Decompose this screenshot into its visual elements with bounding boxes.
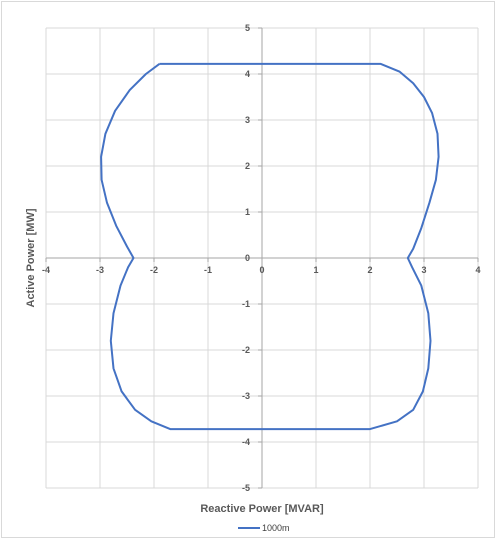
x-tick-label: 4 <box>475 265 480 275</box>
x-tick-label: 2 <box>367 265 372 275</box>
series-line-1000m <box>101 64 439 429</box>
axes <box>46 28 478 488</box>
x-tick-label: -2 <box>150 265 158 275</box>
y-tick-label: -3 <box>242 391 250 401</box>
y-tick-label: 4 <box>245 69 250 79</box>
x-tick-label: -1 <box>204 265 212 275</box>
x-tick-label: -3 <box>96 265 104 275</box>
legend-label-1000m: 1000m <box>262 523 290 533</box>
y-tick-label: 1 <box>245 207 250 217</box>
y-tick-label: 2 <box>245 161 250 171</box>
y-tick-label: -1 <box>242 299 250 309</box>
y-tick-label: -2 <box>242 345 250 355</box>
y-tick-label: -4 <box>242 437 250 447</box>
x-tick-label: 1 <box>313 265 318 275</box>
y-tick-label: 3 <box>245 115 250 125</box>
x-tick-label: 3 <box>421 265 426 275</box>
y-tick-label: 0 <box>245 253 250 263</box>
y-tick-label: -5 <box>242 483 250 493</box>
series-layer <box>101 64 439 429</box>
y-axis-title: Active Power [MW] <box>25 208 37 307</box>
y-tick-label: 5 <box>245 23 250 33</box>
x-tick-label: -4 <box>42 265 50 275</box>
legend: 1000m <box>238 523 290 533</box>
x-axis-title: Reactive Power [MVAR] <box>200 503 324 515</box>
x-tick-label: 0 <box>259 265 264 275</box>
